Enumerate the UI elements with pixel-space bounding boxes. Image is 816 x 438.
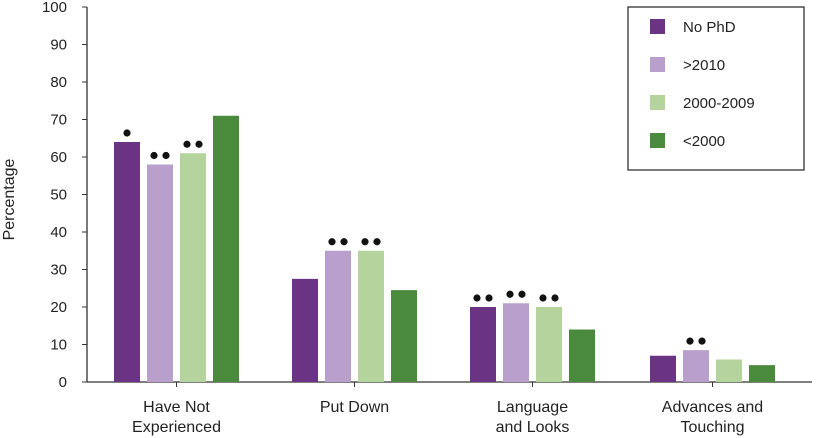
y-tick-label: 10 <box>50 337 67 354</box>
y-tick-label: 40 <box>50 224 67 241</box>
legend-label: No PhD <box>683 19 736 36</box>
significance-marker <box>373 238 381 246</box>
bar <box>470 307 496 382</box>
category-label-line: Language <box>497 399 568 416</box>
y-tick-label: 90 <box>50 37 67 54</box>
legend-swatch <box>650 57 665 72</box>
bar <box>114 142 140 382</box>
bar <box>716 359 742 382</box>
category-label-line: Have Not <box>143 399 210 416</box>
category-label: Put Down <box>320 399 389 416</box>
significance-marker <box>328 238 336 246</box>
significance-marker <box>150 151 158 160</box>
bar <box>213 115 239 382</box>
significance-marker <box>340 238 348 246</box>
category-label: Advances and Touching <box>662 399 763 436</box>
significance-marker <box>485 294 493 302</box>
legend-label: <2000 <box>683 133 725 150</box>
legend-swatch <box>650 19 665 34</box>
significance-marker <box>686 337 694 345</box>
bar <box>391 290 417 382</box>
y-tick-label: 50 <box>50 187 67 204</box>
category-label-line: Advances and <box>662 399 763 416</box>
bar <box>749 365 775 382</box>
category-label-line: and Looks <box>496 419 570 436</box>
bar <box>683 350 709 382</box>
y-tick-label: 80 <box>50 74 67 91</box>
significance-marker <box>539 294 547 302</box>
significance-marker <box>162 151 170 160</box>
y-tick-label: 20 <box>50 299 67 316</box>
category-label: Language and Looks <box>496 399 570 436</box>
significance-marker <box>183 140 191 148</box>
significance-marker <box>518 290 526 298</box>
y-tick-label: 30 <box>50 262 67 279</box>
bar <box>503 303 529 382</box>
significance-marker <box>195 140 203 148</box>
legend-swatch <box>650 133 665 148</box>
bar <box>180 153 206 382</box>
significance-marker <box>698 337 706 345</box>
bar <box>325 250 351 382</box>
bar <box>536 307 562 382</box>
significance-marker <box>506 290 514 298</box>
bar <box>569 329 595 382</box>
legend-label: 2000-2009 <box>683 95 755 112</box>
y-tick-label: 60 <box>50 149 67 166</box>
y-tick-label: 70 <box>50 112 67 129</box>
legend-swatch <box>650 95 665 110</box>
category-label-line: Experienced <box>132 419 221 436</box>
significance-marker <box>123 129 131 137</box>
category-label-line: Put Down <box>320 399 389 416</box>
category-label-line: Touching <box>680 419 744 436</box>
bar <box>650 355 676 382</box>
bar <box>292 278 318 382</box>
significance-marker <box>361 238 369 246</box>
bar <box>358 250 384 382</box>
y-tick-label: 0 <box>59 374 67 391</box>
y-tick-label: 100 <box>42 0 67 16</box>
legend-label: >2010 <box>683 57 725 74</box>
y-axis-label: Percentage <box>1 158 18 240</box>
bar <box>147 164 173 382</box>
significance-marker <box>473 294 481 302</box>
category-label: Have Not Experienced <box>132 399 221 436</box>
significance-marker <box>551 294 559 302</box>
